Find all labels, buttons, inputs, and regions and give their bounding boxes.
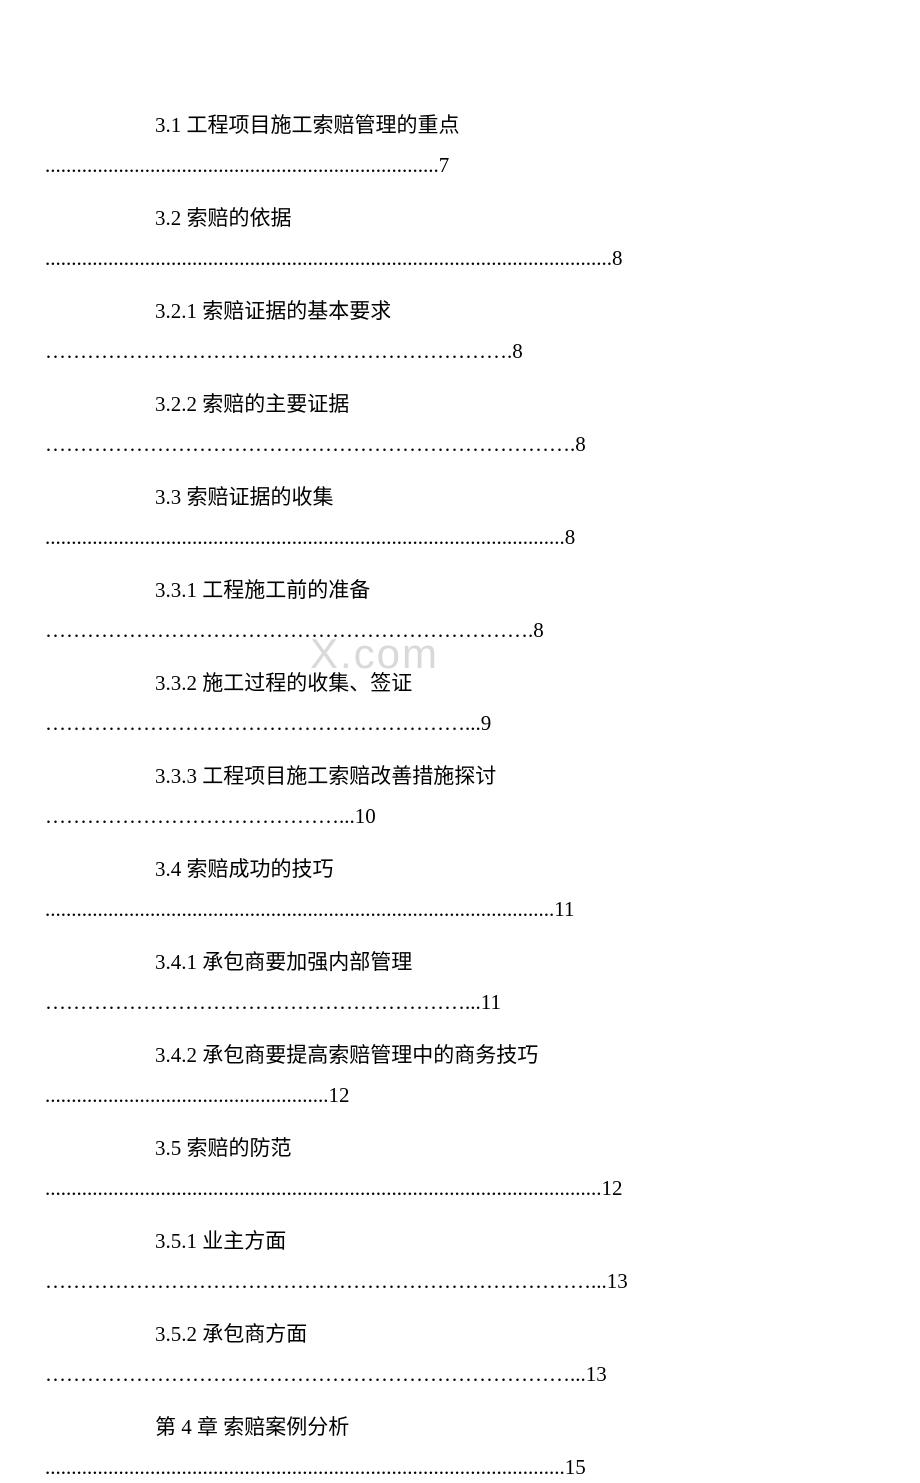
toc-title: 3.5 索赔的防范 <box>45 1133 875 1165</box>
toc-entry: 3.3.2 施工过程的收集、签证 ……………………………………………………...… <box>45 668 875 739</box>
toc-leader: ……………………………………………………...11 <box>45 987 875 1019</box>
toc-title: 3.5.1 业主方面 <box>45 1226 875 1258</box>
toc-entry: 3.4.2 承包商要提高索赔管理中的商务技巧 .................… <box>45 1040 875 1111</box>
toc-entry: 3.3 索赔证据的收集 ............................… <box>45 482 875 553</box>
toc-entry: 3.2.2 索赔的主要证据 ………………………………………………………………….… <box>45 389 875 460</box>
toc-leader: …………………………………………………………………...13 <box>45 1359 875 1391</box>
toc-entry: 3.4.1 承包商要加强内部管理 ……………………………………………………...… <box>45 947 875 1018</box>
toc-title: 3.2 索赔的依据 <box>45 203 875 235</box>
toc-entry: 第 4 章 索赔案例分析 ...........................… <box>45 1412 875 1483</box>
toc-leader: ……………………………………………………………………...13 <box>45 1266 875 1298</box>
toc-leader: ........................................… <box>45 1080 875 1112</box>
toc-container: 3.1 工程项目施工索赔管理的重点 ......................… <box>0 0 920 1483</box>
toc-leader: ........................................… <box>45 150 875 182</box>
toc-leader: ........................................… <box>45 1452 875 1483</box>
toc-entry: 3.1 工程项目施工索赔管理的重点 ......................… <box>45 110 875 181</box>
toc-leader: ………………………………………………………….8 <box>45 336 875 368</box>
toc-entry: 3.5.2 承包商方面 …………………………………………………………………...… <box>45 1319 875 1390</box>
toc-entry: 3.2 索赔的依据 ..............................… <box>45 203 875 274</box>
toc-title: 3.1 工程项目施工索赔管理的重点 <box>45 110 875 142</box>
toc-title: 第 4 章 索赔案例分析 <box>45 1412 875 1444</box>
toc-title: 3.4.1 承包商要加强内部管理 <box>45 947 875 979</box>
toc-title: 3.3 索赔证据的收集 <box>45 482 875 514</box>
toc-leader: ........................................… <box>45 522 875 554</box>
toc-title: 3.3.3 工程项目施工索赔改善措施探讨 <box>45 761 875 793</box>
toc-title: 3.3.1 工程施工前的准备 <box>45 575 875 607</box>
toc-leader: ........................................… <box>45 243 875 275</box>
toc-leader: ……………………………………...10 <box>45 801 875 833</box>
toc-title: 3.4 索赔成功的技巧 <box>45 854 875 886</box>
toc-title: 3.5.2 承包商方面 <box>45 1319 875 1351</box>
toc-entry: 3.5 索赔的防范 ..............................… <box>45 1133 875 1204</box>
toc-title: 3.3.2 施工过程的收集、签证 <box>45 668 875 700</box>
toc-leader: ........................................… <box>45 1173 875 1205</box>
toc-entry: 3.4 索赔成功的技巧 ............................… <box>45 854 875 925</box>
toc-leader: …………………………………………………………….8 <box>45 615 875 647</box>
toc-leader: ……………………………………………………...9 <box>45 708 875 740</box>
toc-entry: 3.5.1 业主方面 ……………………………………………………………………...… <box>45 1226 875 1297</box>
toc-entry: 3.2.1 索赔证据的基本要求 ………………………………………………………….8 <box>45 296 875 367</box>
toc-leader: ………………………………………………………………….8 <box>45 429 875 461</box>
toc-entry: 3.3.1 工程施工前的准备 …………………………………………………………….8 <box>45 575 875 646</box>
toc-leader: ........................................… <box>45 894 875 926</box>
toc-entry: 3.3.3 工程项目施工索赔改善措施探讨 ……………………………………...10 <box>45 761 875 832</box>
toc-title: 3.2.1 索赔证据的基本要求 <box>45 296 875 328</box>
toc-title: 3.2.2 索赔的主要证据 <box>45 389 875 421</box>
toc-title: 3.4.2 承包商要提高索赔管理中的商务技巧 <box>45 1040 875 1072</box>
